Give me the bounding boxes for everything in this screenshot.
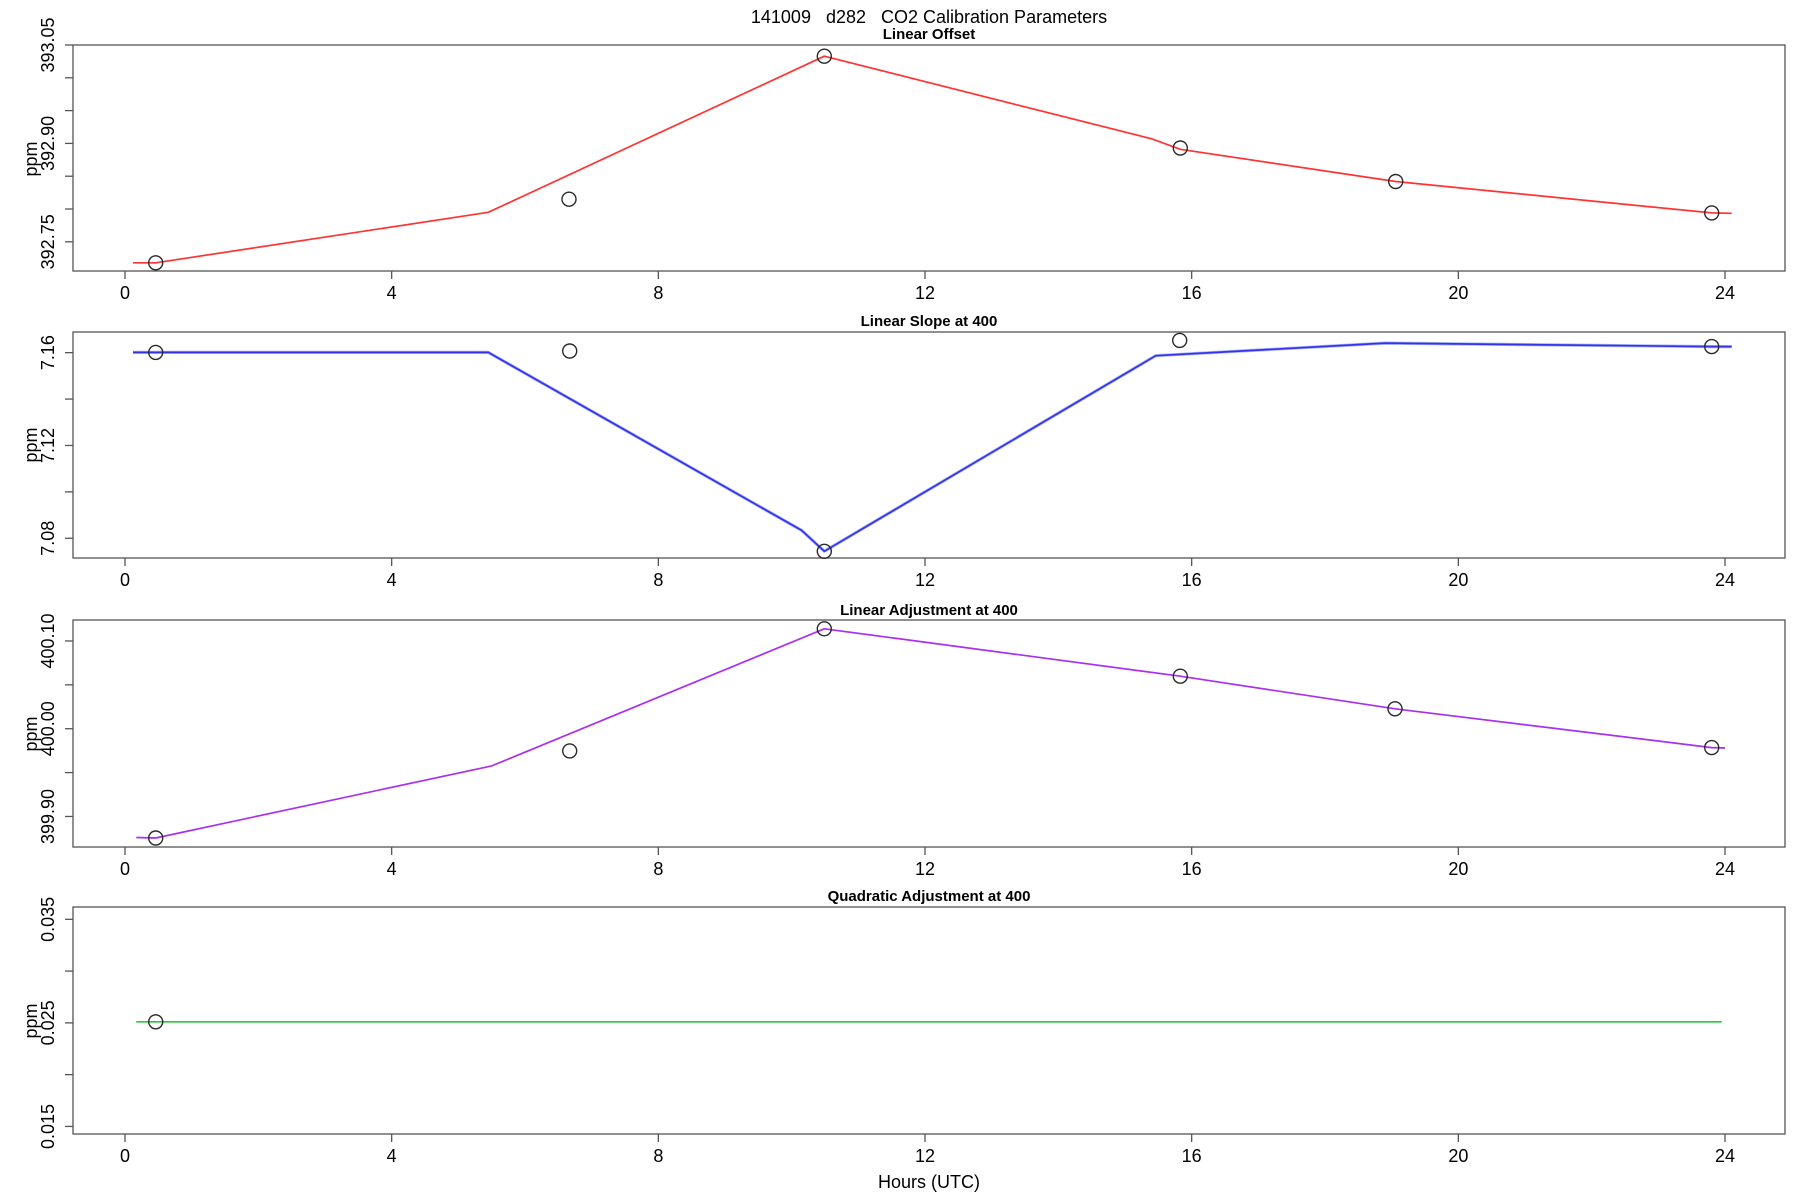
series-line xyxy=(133,342,1732,553)
panel-box xyxy=(72,331,1786,559)
y-axis-label-panel-3: ppm xyxy=(21,716,41,752)
data-point-circle xyxy=(562,343,578,359)
panel-box xyxy=(72,44,1786,272)
series-line-halo xyxy=(133,341,1732,553)
data-point-circle xyxy=(816,48,832,64)
data-point-circle xyxy=(1171,332,1188,349)
data-point-circle xyxy=(1172,668,1189,684)
y-tick-label: 392.90 xyxy=(38,116,58,171)
panel-title-quadratic-adjustment: Quadratic Adjustment at 400 xyxy=(827,888,1031,905)
x-tick-label: 4 xyxy=(387,283,397,303)
y-tick-label: 0.015 xyxy=(38,1104,58,1149)
y-tick-label: 392.75 xyxy=(38,214,58,269)
y-tick-label: 7.08 xyxy=(38,521,58,556)
data-point-circle xyxy=(816,621,832,637)
x-tick-label: 12 xyxy=(915,283,935,303)
x-tick-label: 24 xyxy=(1715,283,1735,303)
y-tick-label: 0.035 xyxy=(38,897,58,942)
y-tick-label: 0.025 xyxy=(38,1000,58,1045)
x-axis-label: Hours (UTC) xyxy=(878,1172,980,1192)
series-line xyxy=(133,55,1732,264)
panel-title-linear-slope: Linear Slope at 400 xyxy=(860,313,998,330)
data-point-circle xyxy=(561,191,577,207)
y-tick-label: 7.12 xyxy=(38,428,58,463)
x-tick-label: 16 xyxy=(1182,570,1202,590)
x-tick-label: 20 xyxy=(1448,1146,1468,1166)
data-point-circle xyxy=(816,543,832,559)
x-tick-label: 16 xyxy=(1182,859,1202,879)
x-tick-label: 0 xyxy=(120,283,130,303)
data-point-circle xyxy=(562,743,578,759)
data-point-circle xyxy=(1703,205,1720,221)
x-tick-label: 12 xyxy=(915,570,935,590)
panel-title-linear-offset: Linear Offset xyxy=(882,26,976,43)
data-point-circle xyxy=(1172,140,1189,156)
data-point-circle xyxy=(1703,739,1720,756)
y-tick-label: 399.90 xyxy=(38,789,58,844)
y-axis-label-panel-4: ppm xyxy=(21,1003,41,1039)
panel-title-linear-adjustment: Linear Adjustment at 400 xyxy=(840,602,1018,619)
y-axis-label-panel-2: ppm xyxy=(21,427,41,463)
x-tick-label: 0 xyxy=(120,859,130,879)
panel-box xyxy=(72,906,1786,1135)
data-point-circle xyxy=(1703,338,1720,355)
x-tick-label: 4 xyxy=(387,1146,397,1166)
x-tick-label: 12 xyxy=(915,859,935,879)
data-point-circle xyxy=(1387,173,1404,190)
x-tick-label: 4 xyxy=(387,570,397,590)
x-tick-label: 0 xyxy=(120,570,130,590)
x-tick-label: 12 xyxy=(915,1146,935,1166)
y-tick-label: 400.10 xyxy=(38,613,58,668)
x-tick-label: 20 xyxy=(1448,859,1468,879)
panel-box xyxy=(72,619,1786,848)
x-tick-label: 8 xyxy=(653,859,663,879)
data-point-circle xyxy=(147,1014,164,1030)
x-tick-label: 0 xyxy=(120,1146,130,1166)
chart-title: 141009 d282 CO2 Calibration Parameters xyxy=(750,7,1108,27)
x-tick-label: 24 xyxy=(1715,1146,1735,1166)
x-tick-label: 8 xyxy=(653,1146,663,1166)
series-line xyxy=(136,627,1726,839)
y-tick-label: 7.16 xyxy=(38,335,58,370)
x-tick-label: 8 xyxy=(653,283,663,303)
data-point-circle xyxy=(147,255,164,271)
x-tick-label: 24 xyxy=(1715,570,1735,590)
x-tick-label: 20 xyxy=(1448,283,1468,303)
data-point-circle xyxy=(147,344,164,361)
x-tick-label: 20 xyxy=(1448,570,1468,590)
data-point-circle xyxy=(147,830,164,846)
y-tick-label: 400.00 xyxy=(38,701,58,756)
x-tick-label: 24 xyxy=(1715,859,1735,879)
x-tick-label: 16 xyxy=(1182,1146,1202,1166)
y-tick-label: 393.05 xyxy=(38,17,58,72)
x-tick-label: 16 xyxy=(1182,283,1202,303)
x-tick-label: 8 xyxy=(653,570,663,590)
y-axis-label-panel-1: ppm xyxy=(21,141,41,177)
data-point-circle xyxy=(1387,701,1403,717)
x-tick-label: 4 xyxy=(387,859,397,879)
